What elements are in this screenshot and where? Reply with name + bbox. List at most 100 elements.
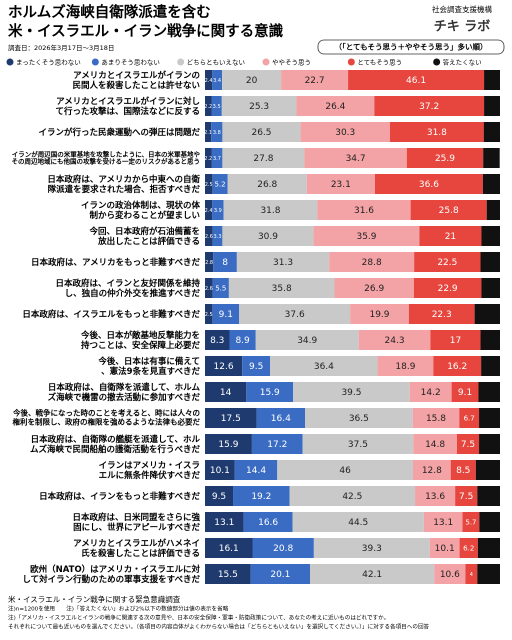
bar-segment xyxy=(292,512,424,532)
value-label: 22.5 xyxy=(437,258,457,268)
value-label: 35.8 xyxy=(272,284,292,294)
bar-segment xyxy=(289,486,416,506)
category-label: 日本政府は、アメリカから中東への自衛隊派遣を要求された場合、拒否すべきだ xyxy=(47,174,200,195)
value-label: 22.9 xyxy=(438,284,458,294)
value-label: 28.8 xyxy=(362,258,382,268)
value-label: 20.1 xyxy=(270,570,290,580)
bar-segment xyxy=(205,70,213,90)
value-label: 3.4 xyxy=(213,78,221,84)
bar-segment xyxy=(205,226,213,246)
bar-segment xyxy=(374,174,483,194)
value-label: 5.5 xyxy=(215,285,226,293)
bar-segment xyxy=(251,434,303,454)
bar-segment xyxy=(481,278,500,298)
bar-segment xyxy=(477,538,500,558)
bar-segment xyxy=(465,564,478,584)
legend-label: どちらともいえない xyxy=(187,59,245,67)
value-label: 31.8 xyxy=(260,206,280,216)
bar-segment xyxy=(205,408,257,428)
bar-segment xyxy=(358,330,431,350)
bar-segment xyxy=(296,96,375,116)
value-label: 7.5 xyxy=(461,440,475,450)
value-label: 15.9 xyxy=(218,440,238,450)
legend-swatch xyxy=(6,58,14,66)
bar-segment xyxy=(348,70,485,90)
bar-segment xyxy=(205,486,234,506)
bar-segment xyxy=(334,278,414,298)
bar-segment xyxy=(305,408,413,428)
survey-date: 調査日：2026年3月17日〜3月18日 xyxy=(8,43,114,52)
category-label: 日本政府は、自衛隊を派遣して、ホルムズ海峡で機雷の撤去活動に参加すべきだ xyxy=(48,382,201,403)
bar-segment xyxy=(413,278,482,298)
value-label: 8.3 xyxy=(210,336,224,346)
value-label: 17.2 xyxy=(267,440,287,450)
value-label: 10.1 xyxy=(435,544,455,554)
value-label: 13.6 xyxy=(425,492,445,502)
value-label: 13.1 xyxy=(214,518,234,528)
bar-segment xyxy=(481,356,500,376)
value-label: 36.5 xyxy=(349,414,369,424)
value-label: 2.2 xyxy=(204,156,212,162)
bar-segment xyxy=(406,148,484,168)
category-label: アメリカとイスラエルがイランに対して行った攻撃は、国際法などに反する xyxy=(55,96,200,117)
value-label: 8.9 xyxy=(235,336,250,346)
value-label: 26.9 xyxy=(364,284,384,294)
bar-segment xyxy=(212,278,229,298)
value-label: 3.8 xyxy=(213,130,221,136)
bar-segment xyxy=(228,278,335,298)
bar-segment xyxy=(250,564,311,584)
bar-segment xyxy=(205,252,214,272)
bar-segment xyxy=(212,174,228,194)
bar-segment xyxy=(212,226,223,246)
value-label: 10.1 xyxy=(210,466,230,476)
legend-swatch xyxy=(262,58,270,66)
value-label: 36.4 xyxy=(314,362,334,372)
value-label: 2.5 xyxy=(205,312,213,318)
value-label: 3.5 xyxy=(213,104,221,110)
legend-label: とてもそう思う xyxy=(357,59,402,67)
value-label: 39.5 xyxy=(341,388,361,398)
category-label: イランが行った民衆運動への弾圧は問題だ xyxy=(38,127,200,138)
value-label: 12.8 xyxy=(422,466,442,476)
value-label: 16.6 xyxy=(258,518,278,528)
value-label: 2.8 xyxy=(205,260,213,266)
legend-label: あまりそう思わない xyxy=(101,59,160,67)
legend-swatch xyxy=(433,58,441,66)
bar-segment xyxy=(205,382,247,402)
bar-segment xyxy=(478,382,500,402)
bar-segment xyxy=(246,382,294,402)
value-label: 46 xyxy=(339,466,351,476)
value-label: 24.3 xyxy=(385,336,405,346)
note-frame xyxy=(317,39,505,55)
title: ホルムズ海峡自衛隊派遣を含む xyxy=(8,3,211,21)
bar-segment xyxy=(205,148,212,168)
bar-segment xyxy=(205,330,230,350)
bar-segment xyxy=(213,252,237,272)
bar-segment xyxy=(374,96,485,116)
value-label: 21 xyxy=(445,232,456,242)
bar-segment xyxy=(270,356,378,376)
bar-segment xyxy=(483,148,500,168)
bar-segment xyxy=(412,460,451,480)
value-label: 9.1 xyxy=(458,388,472,398)
brand: チキ ラボ xyxy=(434,19,491,35)
value-label: 14.2 xyxy=(421,388,441,398)
bar-segment xyxy=(475,460,500,480)
category-label: アメリカとイスラエルがイランの民間人を殺害したことは許せない xyxy=(72,70,200,91)
value-label: 2.1 xyxy=(204,130,212,136)
bar-segment xyxy=(486,200,500,220)
bar-segment xyxy=(480,330,500,350)
bar-segment xyxy=(310,564,435,584)
category-label: 日本政府は、イランをもっと非難すべきだ xyxy=(39,491,200,502)
value-label: 19.2 xyxy=(251,492,271,502)
value-label: 16.4 xyxy=(271,414,291,424)
bar-segment xyxy=(233,486,290,506)
bar-segment xyxy=(415,486,456,506)
category-label: 日本政府は、日米同盟をさらに強固にし、世界にアピールすべきだ xyxy=(72,512,200,533)
category-label: 日本政府は、アメリカをもっと非難すべきだ xyxy=(31,257,200,268)
footer-note: 注)n=1200を使用 注)「答えたくない」および2%以下の数値部分は値の表示を… xyxy=(8,605,229,613)
value-label: 39.3 xyxy=(362,544,382,554)
value-label: 26.4 xyxy=(325,102,345,112)
legend-swatch xyxy=(91,58,99,66)
